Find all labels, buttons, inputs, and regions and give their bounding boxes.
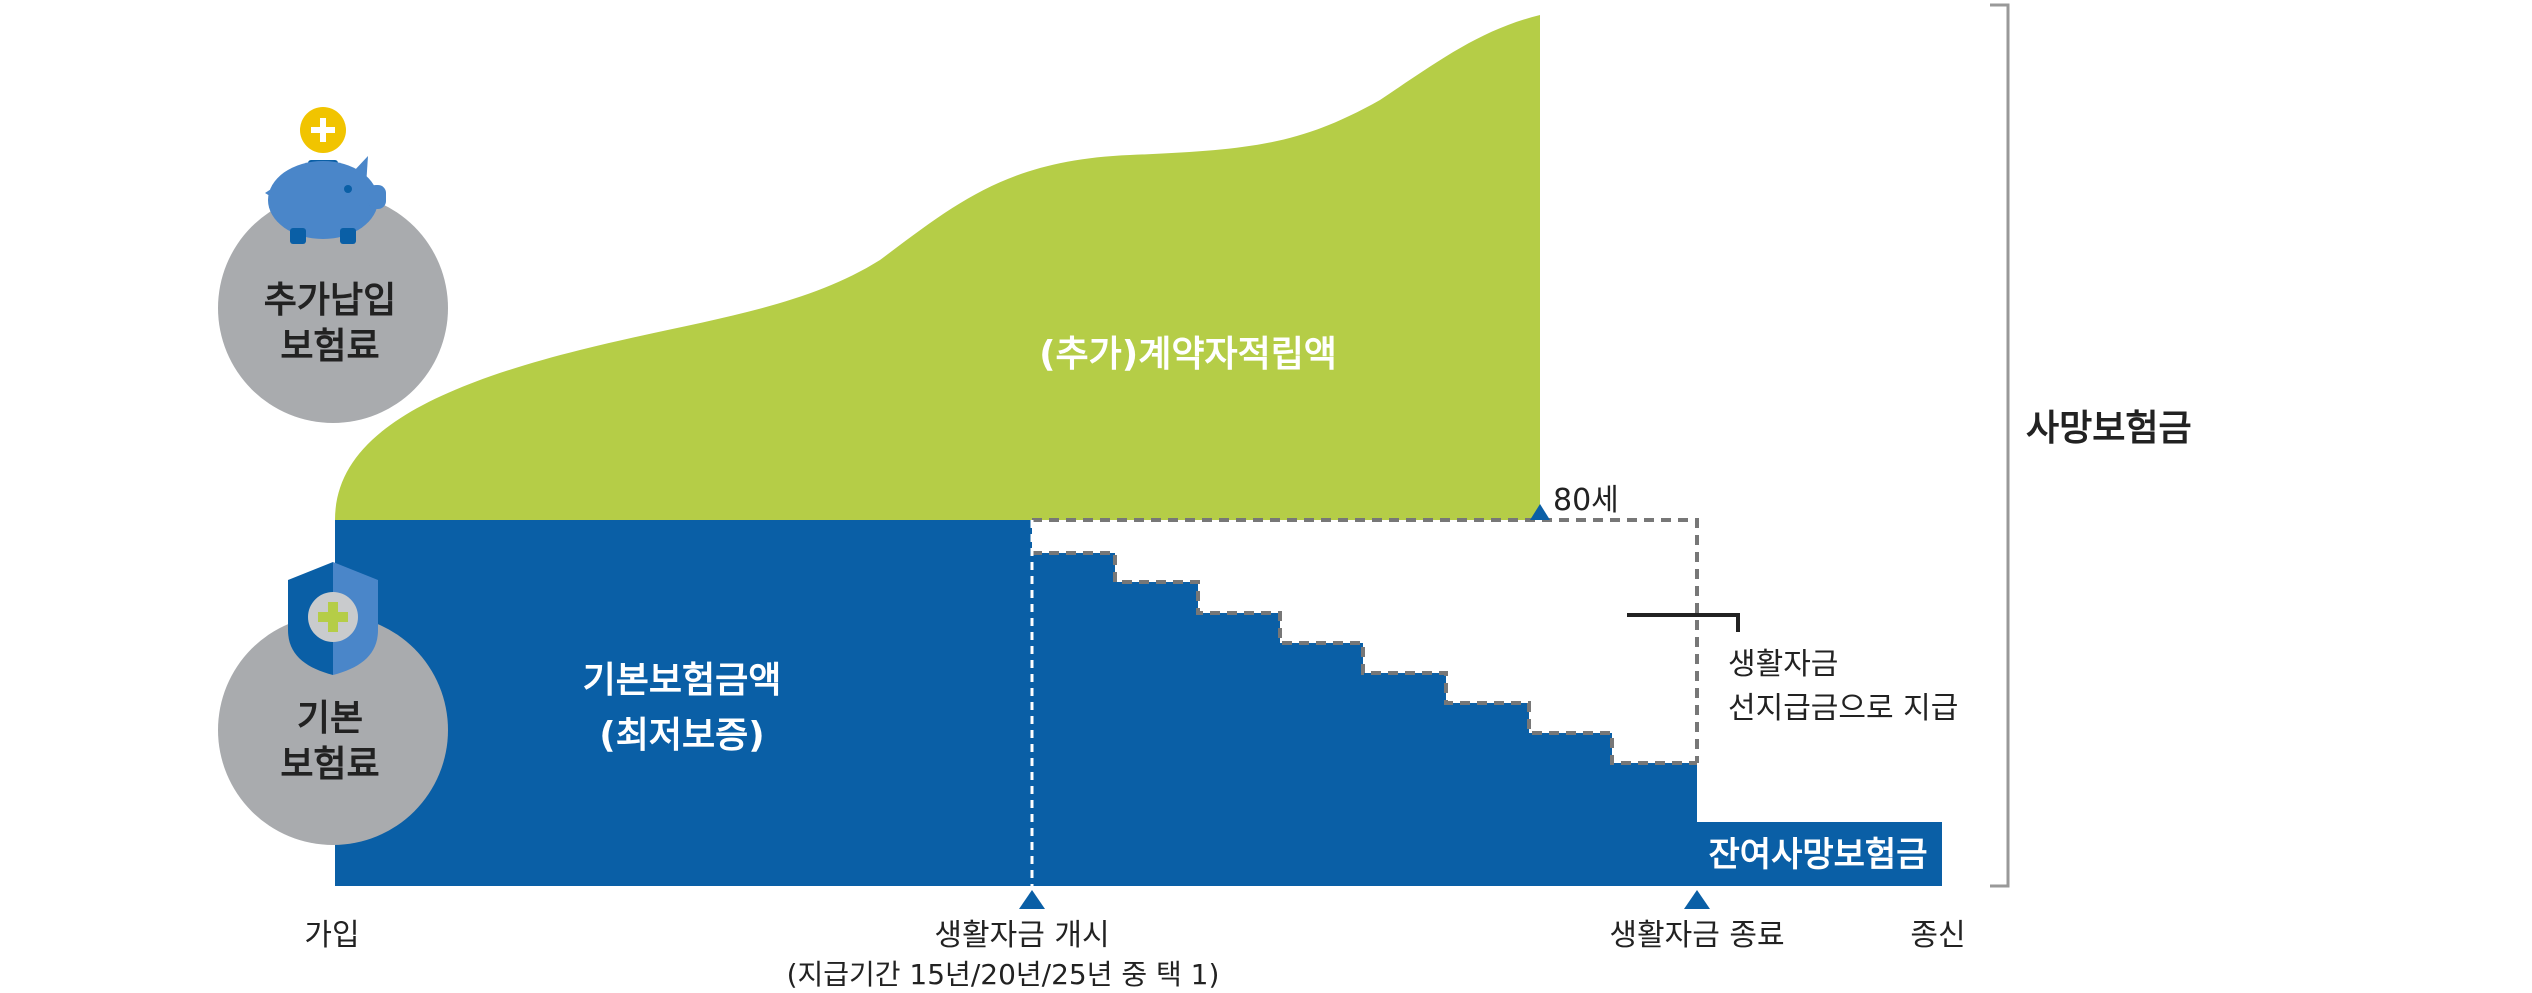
age80-label: 80세 xyxy=(1553,483,1619,518)
piggy-bank-icon xyxy=(265,107,386,244)
age80-marker xyxy=(1530,504,1550,520)
lifetime-label: 종신 xyxy=(1910,918,1965,953)
additional-premium-line2: 보험료 xyxy=(280,326,379,367)
basic-guarantee-area xyxy=(335,520,1942,886)
living-fund-start-label: 생활자금 개시 xyxy=(934,918,1109,953)
death-benefit-label: 사망보험금 xyxy=(2026,408,2192,449)
callout-line xyxy=(1627,613,1740,632)
basic-premium-line2: 보험료 xyxy=(280,744,379,785)
callout-line2: 선지급금으로 지급 xyxy=(1728,691,1958,726)
living-fund-end-label: 생활자금 종료 xyxy=(1609,918,1784,953)
death-benefit-bracket xyxy=(1990,3,2010,888)
accumulated-reserve-label: (추가)계약자적립액 xyxy=(1039,334,1337,375)
accumulated-reserve-area xyxy=(335,15,1540,520)
living-fund-dashed-steps xyxy=(1032,551,1697,765)
join-label: 가입 xyxy=(304,918,359,953)
start-marker xyxy=(1019,890,1045,909)
payout-period-label: (지급기간 15년/20년/25년 중 택 1) xyxy=(787,958,1220,991)
residual-death-benefit-label: 잔여사망보험금 xyxy=(1709,835,1928,875)
additional-premium-circle xyxy=(218,193,448,423)
minimum-guarantee-label: (최저보증) xyxy=(599,715,764,756)
basic-amount-label: 기본보험금액 xyxy=(583,660,782,701)
additional-premium-line1: 추가납입 xyxy=(264,280,396,321)
basic-premium-circle xyxy=(218,615,448,845)
end-marker xyxy=(1684,890,1710,909)
shield-plus-icon xyxy=(288,562,378,675)
callout-line1: 생활자금 xyxy=(1728,647,1838,682)
basic-premium-line1: 기본 xyxy=(297,698,363,739)
living-fund-dashed-box xyxy=(1032,518,1699,763)
